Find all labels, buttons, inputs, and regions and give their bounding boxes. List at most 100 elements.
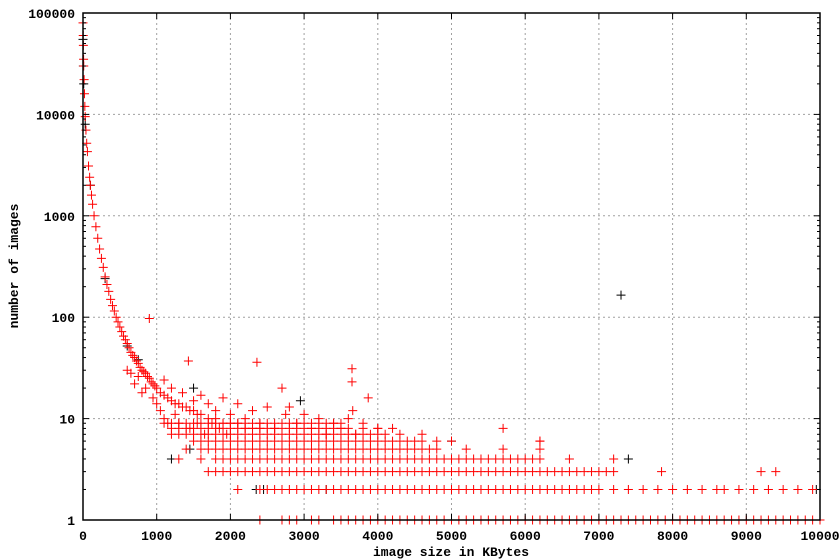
data-point [432,444,442,454]
data-point [181,402,191,412]
data-point [111,312,121,322]
data-point [148,393,158,403]
data-point [299,409,309,419]
data-point [218,393,228,403]
y-tick-label: 10000 [36,108,75,123]
data-point [763,484,773,494]
data-point [719,484,729,494]
data-point [657,467,667,477]
y-tick-label: 100 [52,311,76,326]
data-point [155,388,165,398]
data-point [84,161,94,171]
data-point [638,484,648,494]
data-point [139,367,149,377]
data-point [756,467,766,477]
data-point [535,436,545,446]
data-point [122,339,132,349]
data-point [96,253,106,263]
axis-ticks: 0 1000 2000 3000 4000 5000 6000 7000 8000 9000 100… [28,7,840,544]
data-point [183,356,193,366]
data-point [609,454,619,464]
data-point [778,484,788,494]
x-tick-label: 2000 [215,529,246,544]
data-point [82,147,92,157]
data-point [653,484,663,494]
y-tick-label: 10 [59,413,75,428]
data-point [498,423,508,433]
data-point [79,89,89,99]
x-tick-label: 7000 [583,529,614,544]
data-point [88,199,98,209]
data-point [107,301,117,311]
data-point [203,399,213,409]
data-point [106,294,116,304]
x-tick-label: 1000 [141,529,172,544]
data-point [252,357,262,367]
data-point [461,444,471,454]
data-point [417,436,427,446]
data-point [189,406,199,416]
data-point [363,393,373,403]
data-point [793,484,803,494]
data-point [535,454,545,464]
data-point [100,272,110,282]
data-point [196,409,206,419]
data-point [211,406,221,416]
x-tick-label: 6000 [510,529,541,544]
data-point [233,399,243,409]
data-point [142,372,152,382]
data-point [196,390,206,400]
data-point [749,484,759,494]
data-point [564,454,574,464]
y-tick-label: 100000 [28,7,75,22]
data-point [124,343,134,353]
data-point [616,290,626,300]
data-point [623,484,633,494]
data-point [166,383,176,393]
data-point [93,233,103,243]
data-point [85,180,95,190]
data-point [623,454,633,464]
data-point [498,444,508,454]
data-point [80,112,90,122]
data-point [535,444,545,454]
data-point [432,436,442,446]
data-point [697,484,707,494]
data-point [155,406,165,416]
data-point [85,172,95,182]
data-point [189,383,199,393]
data-point [347,377,357,387]
data-point [402,436,412,446]
data-point [281,409,291,419]
x-tick-label: 3000 [288,529,319,544]
data-point [388,423,398,433]
data-point [133,358,143,368]
data-point [141,383,151,393]
data-point [262,402,272,412]
data-point [447,436,456,446]
data-point [609,484,619,494]
x-axis-label: image size in KBytes [373,545,529,560]
data-point [86,190,96,200]
data-point [89,211,99,221]
x-tick-label: 0 [79,529,87,544]
data-point [295,396,305,406]
data-point [343,423,353,433]
data-point [348,406,358,416]
data-point [152,383,162,393]
data-point [347,364,357,374]
data-point [115,322,125,332]
data-point [734,484,744,494]
data-point [682,484,692,494]
data-point [98,262,108,272]
x-tick-label: 10000 [800,529,839,544]
data-point [113,317,123,327]
data-point [284,402,294,412]
data-point [233,484,243,494]
data-point [117,327,127,337]
data-point [594,484,604,494]
x-tick-label: 4000 [362,529,393,544]
data-point [109,306,119,316]
data-point [130,379,140,389]
